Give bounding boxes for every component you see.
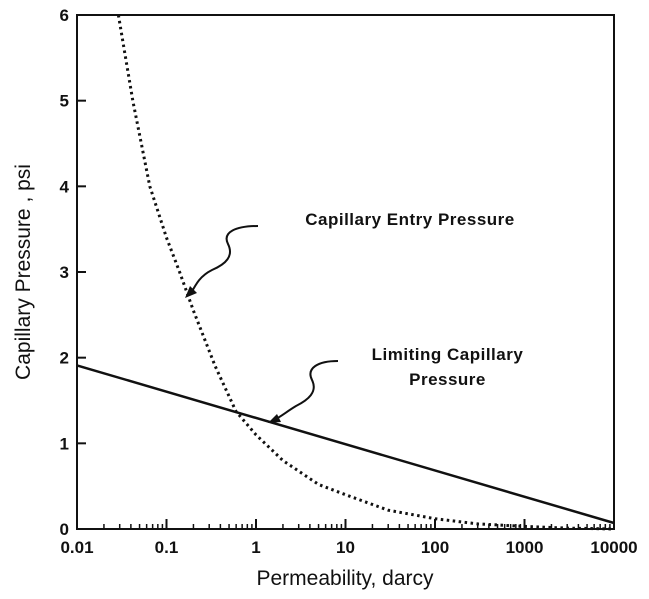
y-tick-label: 5	[60, 92, 69, 111]
x-tick-label: 1000	[506, 538, 544, 557]
annotation: Limiting Capillary Pressure	[371, 345, 524, 389]
x-tick-label: 10	[336, 538, 355, 557]
y-tick-label: 0	[60, 520, 69, 539]
x-tick-label: 0.01	[60, 538, 93, 557]
y-tick-label: 4	[60, 177, 70, 196]
y-tick-label: 1	[60, 434, 69, 453]
arrowhead	[268, 414, 281, 423]
y-tick-label: 3	[60, 263, 69, 282]
plot-frame	[76, 14, 615, 530]
y-axis-label: Capillary Pressure , psi	[12, 164, 35, 380]
annotation: Capillary Entry Pressure	[305, 210, 515, 229]
series-line	[76, 364, 615, 525]
y-tick-label: 2	[60, 349, 69, 368]
x-tick-label: 0.1	[155, 538, 179, 557]
x-tick-label: 100	[421, 538, 449, 557]
x-tick-label: 10000	[590, 538, 637, 557]
annotation-arrow	[189, 225, 259, 296]
x-axis-label: Permeability, darcy	[256, 567, 434, 590]
y-tick-label: 6	[60, 6, 69, 25]
annotation-arrow	[273, 360, 339, 421]
series-line	[116, 14, 615, 531]
x-tick-label: 1	[251, 538, 260, 557]
